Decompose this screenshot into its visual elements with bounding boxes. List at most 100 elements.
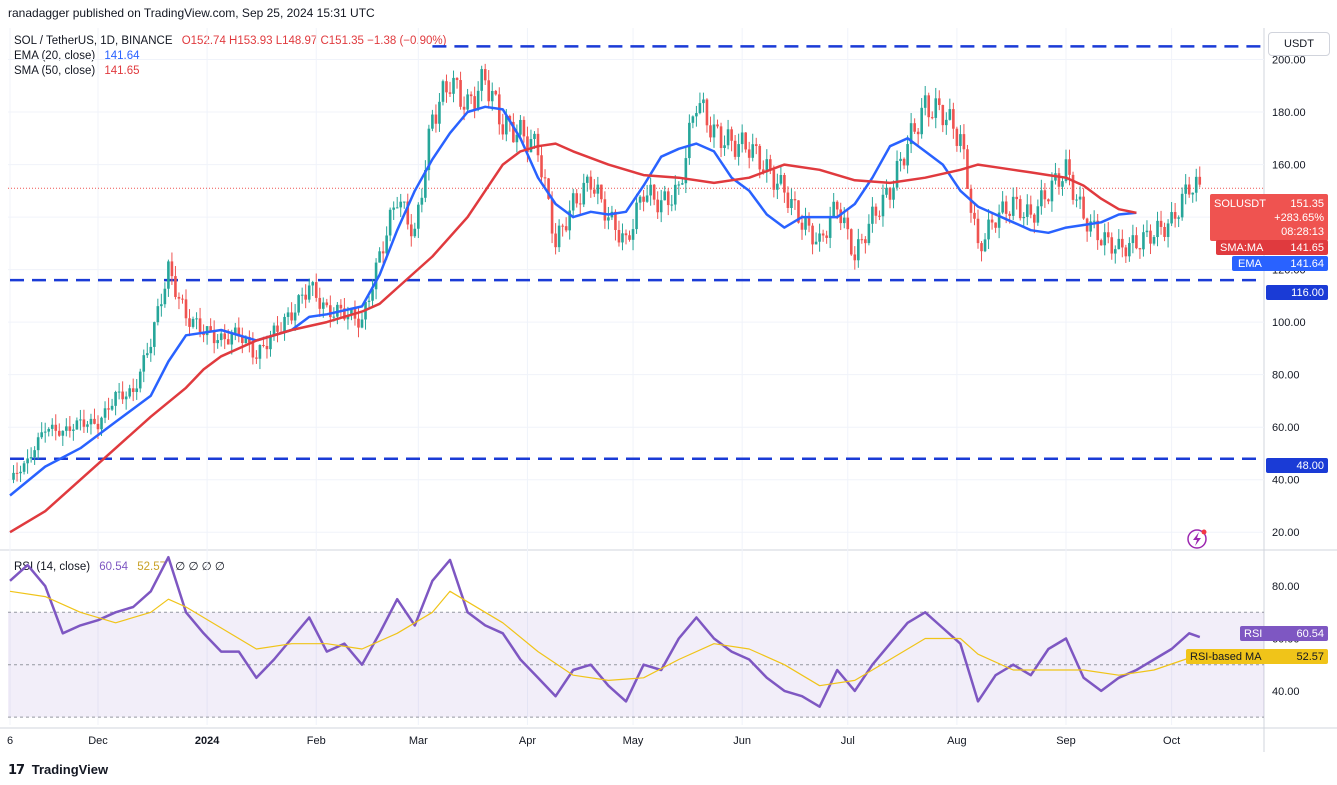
candle-body bbox=[670, 204, 674, 206]
candle-body bbox=[631, 229, 635, 240]
candle-body bbox=[286, 312, 290, 317]
ema-line bbox=[9, 105, 1137, 497]
candle-body bbox=[536, 133, 540, 156]
candle-body bbox=[153, 322, 156, 347]
candle-body bbox=[1187, 184, 1191, 195]
symbol-row: SOL / TetherUS, 1D, BINANCE O152.74 H153… bbox=[14, 34, 446, 49]
candle-body bbox=[1135, 235, 1138, 249]
indicator-lines bbox=[9, 105, 1201, 708]
candle-body bbox=[339, 304, 343, 309]
candle-body bbox=[744, 132, 747, 150]
candle-body bbox=[1103, 232, 1107, 246]
candle-body bbox=[131, 388, 135, 392]
last-price-change: +283.65% bbox=[1274, 212, 1324, 224]
candle-body bbox=[399, 201, 403, 208]
candle-body bbox=[1096, 220, 1099, 241]
candle-body bbox=[1170, 212, 1173, 224]
sma-tag-bg bbox=[1216, 240, 1328, 255]
candle-body bbox=[899, 158, 902, 161]
candle-body bbox=[874, 206, 878, 216]
ema-legend-label[interactable]: EMA (20, close) bbox=[14, 50, 96, 62]
candle-body bbox=[758, 145, 762, 170]
time-tick-label: Jul bbox=[841, 735, 855, 747]
time-tick-label: Aug bbox=[947, 735, 967, 747]
candle-body bbox=[1131, 235, 1135, 244]
rsi-legend-extra: ∅ ∅ ∅ ∅ bbox=[175, 561, 225, 573]
candle-body bbox=[293, 312, 297, 321]
candle-body bbox=[223, 333, 227, 340]
rsi-ma-tag-label: RSI-based MA bbox=[1190, 651, 1262, 663]
candle-body bbox=[321, 302, 325, 309]
publish-header: ranadagger published on TradingView.com,… bbox=[8, 6, 375, 20]
candle-body bbox=[948, 109, 952, 120]
candle-body bbox=[332, 316, 336, 318]
candle-body bbox=[490, 90, 494, 102]
candle-body bbox=[300, 294, 304, 296]
candle-body bbox=[237, 327, 241, 337]
candle-body bbox=[1156, 220, 1159, 238]
candle-body bbox=[769, 159, 772, 170]
tradingview-brand[interactable]: 𝟭𝟳 TradingView bbox=[8, 762, 108, 778]
candle-body bbox=[842, 217, 846, 224]
candle-body bbox=[100, 417, 103, 430]
tradingview-brand-text: TradingView bbox=[31, 762, 109, 777]
sma-legend-row: SMA (50, close) 141.65 bbox=[14, 64, 446, 79]
candle-body bbox=[923, 95, 927, 108]
candle-body bbox=[779, 175, 783, 184]
candle-body bbox=[138, 371, 142, 389]
candle-body bbox=[1057, 173, 1061, 187]
candle-body bbox=[29, 457, 33, 459]
rsi-ma-tag-value: 52.57 bbox=[1296, 651, 1324, 663]
candle-body bbox=[1117, 238, 1121, 250]
candle-body bbox=[65, 426, 68, 431]
candle-body bbox=[167, 261, 170, 289]
candle-body bbox=[698, 103, 702, 114]
candle-body bbox=[1004, 201, 1008, 214]
candle-body bbox=[406, 201, 410, 225]
sma-legend-label[interactable]: SMA (50, close) bbox=[14, 65, 96, 77]
candle-body bbox=[909, 123, 913, 145]
candle-body bbox=[114, 391, 117, 406]
rsi-ma-line bbox=[9, 590, 1190, 687]
candle-body bbox=[1022, 216, 1026, 219]
rsi-tick-label: 40.00 bbox=[1272, 686, 1300, 698]
price-tick-label: 180.00 bbox=[1272, 107, 1306, 119]
candle-body bbox=[307, 285, 311, 300]
candle-body bbox=[916, 131, 920, 135]
candle-body bbox=[1089, 221, 1092, 232]
candle-body bbox=[927, 95, 931, 118]
candle-body bbox=[1173, 212, 1177, 219]
candle-body bbox=[1047, 199, 1050, 202]
candle-body bbox=[600, 184, 603, 200]
candle-body bbox=[976, 218, 980, 244]
candle-body bbox=[1043, 190, 1047, 200]
price-tags: SOLUSDT 151.35 +283.65% 08:28:13 SMA:MA … bbox=[1186, 194, 1328, 664]
candle-body bbox=[427, 128, 431, 171]
candle-body bbox=[512, 121, 515, 143]
candle-body bbox=[93, 418, 96, 424]
candle-body bbox=[519, 119, 522, 135]
candle-body bbox=[864, 239, 867, 244]
candle-body bbox=[681, 183, 684, 185]
currency-selector[interactable]: USDT bbox=[1268, 32, 1330, 56]
candle-body bbox=[1061, 181, 1064, 187]
candle-body bbox=[1092, 220, 1096, 222]
candle-body bbox=[920, 107, 923, 135]
candle-body bbox=[107, 408, 110, 410]
candle-body bbox=[297, 295, 300, 313]
candle-body bbox=[561, 225, 564, 227]
candle-body bbox=[209, 326, 212, 331]
candle-body bbox=[248, 337, 251, 343]
candle-body bbox=[997, 212, 1001, 228]
candle-body bbox=[529, 139, 533, 153]
ema-tag-value: 141.64 bbox=[1290, 258, 1324, 270]
symbol-label[interactable]: SOL / TetherUS, 1D, BINANCE bbox=[14, 35, 173, 47]
candle-body bbox=[1142, 232, 1145, 250]
candle-body bbox=[913, 123, 916, 132]
candle-body bbox=[846, 217, 850, 230]
time-tick-label: 6 bbox=[7, 735, 13, 747]
lightning-icon[interactable] bbox=[1187, 529, 1207, 549]
candle-body bbox=[1018, 199, 1022, 219]
candle-body bbox=[547, 178, 550, 199]
